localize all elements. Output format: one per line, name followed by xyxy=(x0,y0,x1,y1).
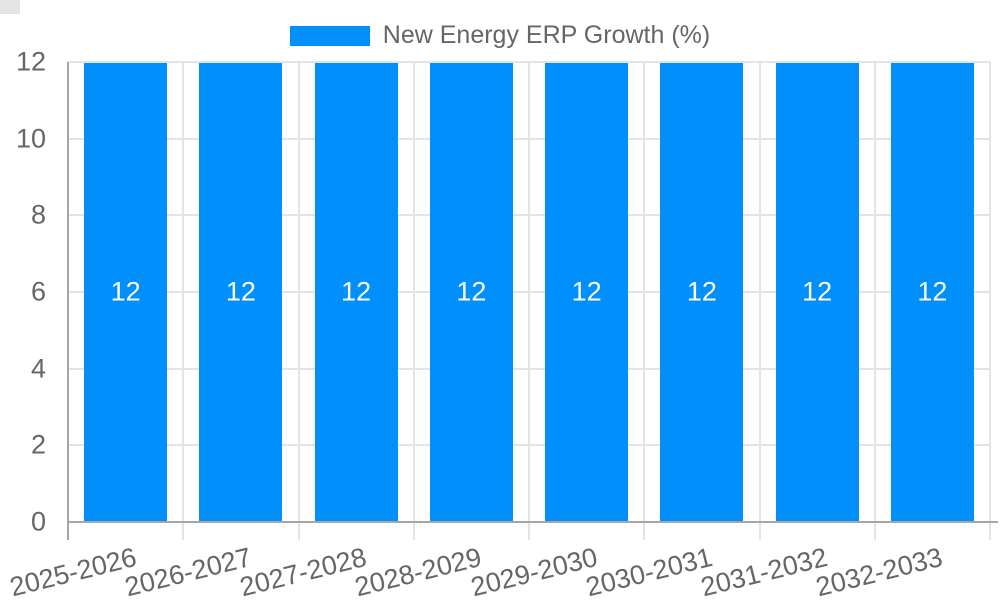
y-axis-tick-label: 8 xyxy=(30,199,46,230)
bar-value-label: 12 xyxy=(571,276,602,307)
y-axis-tick xyxy=(0,8,20,10)
bar-2027-2028 xyxy=(315,63,398,522)
x-axis-tick-label: 2027-2028 xyxy=(236,542,370,600)
bar-2028-2029 xyxy=(430,63,513,522)
x-gridline xyxy=(643,62,646,540)
x-axis-tick-label: 2026-2027 xyxy=(121,542,255,600)
x-gridline xyxy=(989,62,991,540)
y-axis-tick-label: 10 xyxy=(15,123,46,154)
y-axis-tick xyxy=(0,0,20,2)
bar-2031-2032 xyxy=(776,63,859,522)
bar-value-label: 12 xyxy=(686,276,717,307)
y-axis-tick-label: 0 xyxy=(30,506,46,537)
x-gridline xyxy=(412,62,415,540)
y-axis-tick xyxy=(0,12,20,14)
bar-value-label: 12 xyxy=(341,276,372,307)
bar-2032-2033 xyxy=(891,63,974,522)
x-gridline xyxy=(528,62,530,540)
chart-legend[interactable]: New Energy ERP Growth (%) xyxy=(0,0,1000,50)
x-axis-tick-label: 2028-2029 xyxy=(352,542,485,600)
x-axis-line xyxy=(68,521,998,523)
y-axis-tick xyxy=(0,10,20,12)
x-axis-tick-label: 2025-2026 xyxy=(6,542,139,600)
bar-value-label: 12 xyxy=(456,276,487,307)
x-axis-tick-label: 2031-2032 xyxy=(697,542,831,600)
legend-label: New Energy ERP Growth (%) xyxy=(382,21,711,49)
y-axis-tick xyxy=(0,2,20,4)
bar-2030-2031 xyxy=(660,63,743,522)
x-gridline xyxy=(182,62,185,540)
x-axis-tick-label: 2029-2030 xyxy=(467,542,600,600)
y-axis-tick-label: 2 xyxy=(30,429,46,460)
bar-value-label: 12 xyxy=(917,276,948,307)
bar-value-label: 12 xyxy=(225,276,256,307)
x-axis-tick-label: 2030-2031 xyxy=(582,542,716,600)
x-gridline xyxy=(758,62,761,540)
x-axis-tick-label: 2032-2033 xyxy=(813,542,946,600)
bar-value-label: 12 xyxy=(802,276,833,307)
y-axis-tick xyxy=(0,6,20,8)
y-axis-tick-label: 4 xyxy=(30,353,46,384)
y-axis-tick-label: 6 xyxy=(30,276,46,307)
bar-2025-2026 xyxy=(84,63,167,522)
legend-swatch xyxy=(289,25,370,46)
bar-value-label: 12 xyxy=(110,276,141,307)
bar-2029-2030 xyxy=(545,63,628,522)
x-gridline xyxy=(873,62,876,540)
x-gridline xyxy=(297,62,300,540)
y-axis-line xyxy=(67,62,69,540)
y-axis-tick-label: 12 xyxy=(15,46,46,77)
bar-2026-2027 xyxy=(199,63,282,522)
y-axis-tick xyxy=(0,4,20,6)
